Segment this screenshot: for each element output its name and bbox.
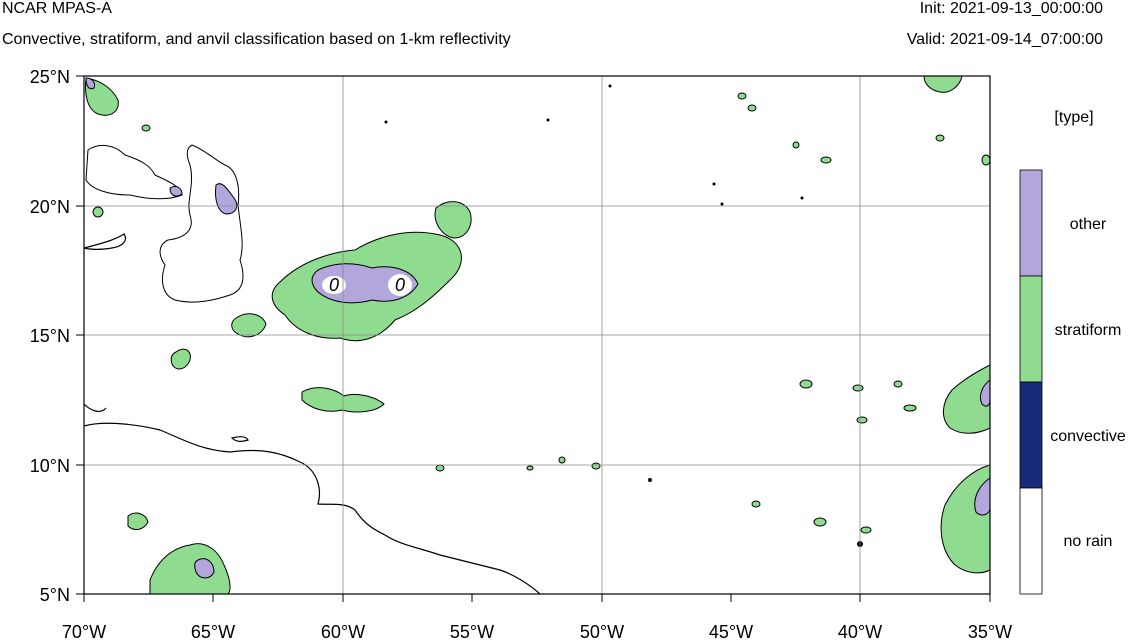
lat-tick-20n: 20°N <box>30 197 70 217</box>
legend: [type] other stratiform convective no ra… <box>1019 109 1126 595</box>
coastline <box>83 233 541 595</box>
lon-tick-40w: 40°W <box>838 622 882 641</box>
legend-label-no-rain: no rain <box>1064 533 1113 550</box>
lat-tick-15n: 15°N <box>30 326 70 346</box>
model-title: NCAR MPAS-A <box>2 0 112 17</box>
lon-tick-50w: 50°W <box>580 622 624 641</box>
lat-tick-25n: 25°N <box>30 67 70 87</box>
init-time: Init: 2021-09-13_00:00:00 <box>919 0 1103 17</box>
legend-swatch-no-rain <box>1019 487 1043 595</box>
lon-tick-60w: 60°W <box>321 622 365 641</box>
cluster-sw <box>149 543 231 595</box>
other-patch-2 <box>169 185 183 197</box>
lon-tick-45w: 45°W <box>709 622 753 641</box>
cluster-ne <box>923 75 963 93</box>
map-panel: 0 0 <box>30 67 1012 641</box>
cluster-east-2-other <box>974 477 991 516</box>
lat-tick-labels: 25°N 20°N 15°N 10°N 5°N <box>30 67 70 605</box>
contour-label-bg-2 <box>388 274 412 296</box>
legend-label-other: other <box>1070 216 1107 233</box>
lon-tick-35w: 35°W <box>968 622 1012 641</box>
lon-tick-55w: 55°W <box>450 622 494 641</box>
cluster-north <box>434 201 472 239</box>
valid-time: Valid: 2021-09-14_07:00:00 <box>906 31 1103 48</box>
gridlines <box>84 76 990 594</box>
lon-tick-labels: 70°W 65°W 60°W 55°W 50°W 45°W 40°W 35°W <box>62 622 1012 641</box>
other-patch-1 <box>215 183 238 215</box>
anvil-outline-1 <box>159 144 244 303</box>
cluster-nw-other <box>85 77 95 90</box>
cluster-east-1 <box>943 364 991 434</box>
map-subtitle: Convective, stratiform, and anvil classi… <box>2 31 511 48</box>
legend-label-stratiform: stratiform <box>1055 322 1122 339</box>
tick-marks <box>76 75 991 602</box>
anvil-outline-2 <box>85 144 183 200</box>
cluster-sw-2 <box>127 512 149 530</box>
cluster-west <box>231 313 267 338</box>
legend-swatch-stratiform <box>1019 275 1043 383</box>
lon-tick-70w: 70°W <box>62 622 106 641</box>
lon-tick-65w: 65°W <box>191 622 235 641</box>
contour-label-1: 0 <box>329 275 339 295</box>
legend-swatch-convective <box>1019 381 1043 489</box>
legend-swatch-other <box>1019 169 1043 277</box>
legend-title: [type] <box>1054 109 1093 126</box>
lat-tick-5n: 5°N <box>40 585 70 605</box>
contour-label-2: 0 <box>395 275 405 295</box>
cluster-west2 <box>170 348 191 370</box>
contour-label-bg-1 <box>322 276 346 294</box>
lat-tick-10n: 10°N <box>30 456 70 476</box>
legend-label-convective: convective <box>1050 428 1126 445</box>
cluster-sw-other <box>194 558 215 579</box>
